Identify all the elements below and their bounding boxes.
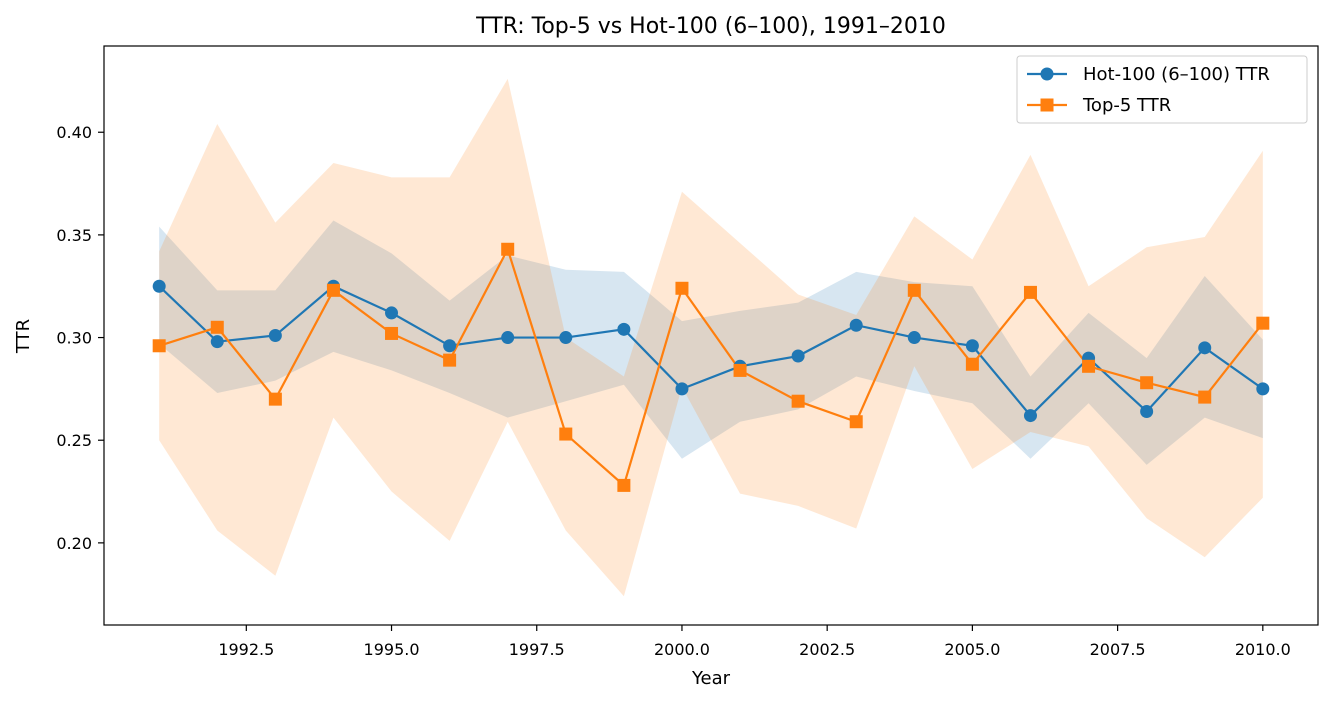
point-top5-2004 <box>907 283 921 297</box>
legend-label-top5: Top-5 TTR <box>1082 95 1171 116</box>
point-hot100-1995 <box>385 306 399 320</box>
x-axis-label: Year <box>691 668 731 689</box>
chart-title: TTR: Top-5 vs Hot-100 (6–100), 1991–2010 <box>475 14 946 39</box>
point-hot100-2008 <box>1140 404 1154 418</box>
point-top5-2001 <box>733 363 747 377</box>
line-hot100 <box>158 284 1264 418</box>
x-tick-label: 1992.5 <box>218 640 274 659</box>
legend-marker-top5 <box>1040 98 1054 112</box>
point-top5-2007 <box>1082 359 1096 373</box>
point-top5-2002 <box>791 394 805 408</box>
point-hot100-2004 <box>907 331 921 345</box>
x-tick-label: 1995.0 <box>364 640 420 659</box>
confidence-bands <box>159 78 1263 597</box>
point-top5-1997 <box>501 242 515 256</box>
point-hot100-1998 <box>559 331 573 345</box>
y-tick-label: 0.20 <box>56 534 92 553</box>
point-top5-2008 <box>1140 376 1154 390</box>
point-hot100-2009 <box>1198 341 1212 355</box>
point-top5-2006 <box>1023 285 1037 299</box>
point-hot100-2002 <box>791 349 805 363</box>
x-tick-label: 2005.0 <box>944 640 1000 659</box>
legend-marker-hot100 <box>1040 67 1054 81</box>
point-top5-2010 <box>1256 316 1270 330</box>
y-axis-label: TTR <box>13 319 34 354</box>
band-hot100 <box>159 220 1263 465</box>
band-top5 <box>159 78 1263 597</box>
series-markers <box>152 242 1270 492</box>
legend: Hot-100 (6–100) TTR Top-5 TTR <box>1016 55 1308 124</box>
x-tick-label: 2002.5 <box>799 640 855 659</box>
y-tick-label: 0.25 <box>56 431 92 450</box>
point-hot100-1997 <box>501 331 515 345</box>
y-tick-label: 0.30 <box>56 329 92 348</box>
point-hot100-1999 <box>617 322 631 336</box>
series-lines <box>158 246 1264 488</box>
point-top5-1995 <box>385 326 399 340</box>
legend-box <box>1016 55 1308 124</box>
x-tick-label: 2007.5 <box>1090 640 1146 659</box>
y-tick-label: 0.40 <box>56 123 92 142</box>
point-top5-1992 <box>210 320 224 334</box>
point-hot100-2000 <box>675 382 689 396</box>
point-top5-1999 <box>617 478 631 492</box>
point-top5-1996 <box>443 353 457 367</box>
point-top5-1998 <box>559 427 573 441</box>
line-top5 <box>158 246 1264 488</box>
point-hot100-2005 <box>965 339 979 353</box>
point-top5-1993 <box>268 392 282 406</box>
x-tick-label: 2010.0 <box>1235 640 1291 659</box>
point-hot100-1991 <box>152 279 166 293</box>
y-tick-label: 0.35 <box>56 226 92 245</box>
legend-label-hot100: Hot-100 (6–100) TTR <box>1083 64 1270 85</box>
point-top5-2003 <box>849 415 863 429</box>
point-top5-1994 <box>326 283 340 297</box>
x-axis-ticks: 1992.5 1995.0 1997.5 2000.0 2002.5 2005.0 2007… <box>218 625 1291 659</box>
point-hot100-1996 <box>443 339 457 353</box>
point-top5-2009 <box>1198 390 1212 404</box>
point-hot100-2006 <box>1023 409 1037 423</box>
point-top5-1991 <box>152 339 166 353</box>
x-tick-label: 1997.5 <box>509 640 565 659</box>
y-axis-ticks: 0.20 0.25 0.30 0.35 0.40 <box>56 123 104 553</box>
point-top5-2005 <box>965 357 979 371</box>
x-tick-label: 2000.0 <box>654 640 710 659</box>
point-hot100-2003 <box>849 318 863 332</box>
point-hot100-1992 <box>210 335 224 349</box>
point-hot100-1993 <box>268 329 282 342</box>
plot-area-frame <box>103 45 1319 626</box>
point-hot100-2010 <box>1256 382 1270 396</box>
point-top5-2000 <box>675 281 689 295</box>
